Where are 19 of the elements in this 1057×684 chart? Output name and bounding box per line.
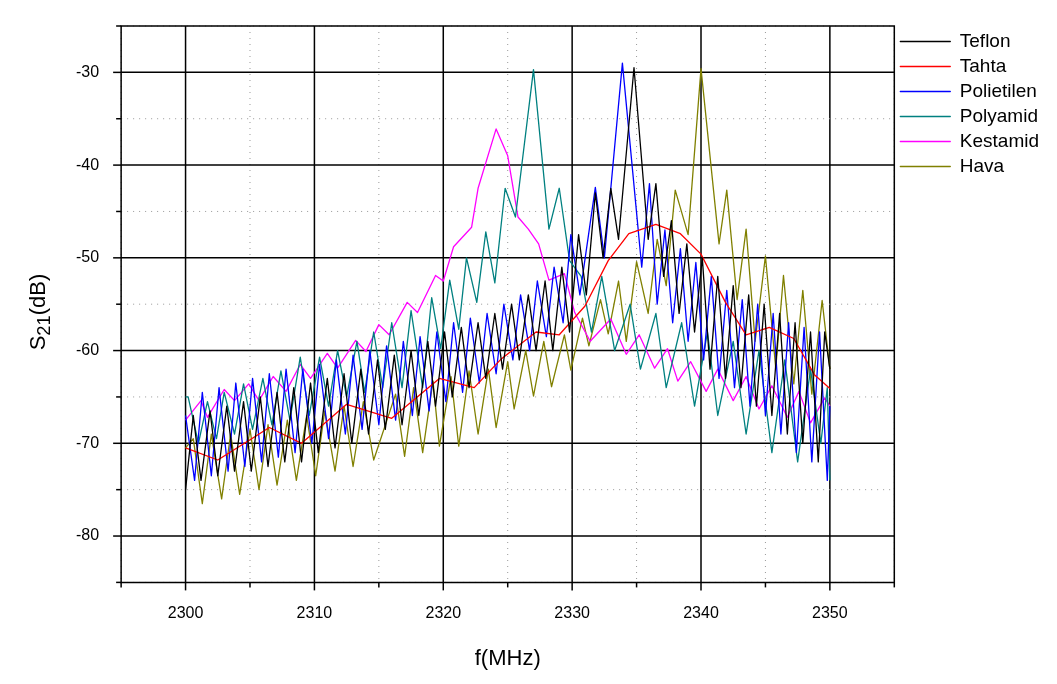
x-tick-label: 2310 <box>296 604 333 622</box>
y-tick-label: -40 <box>76 155 100 173</box>
y-tick-label: -50 <box>76 248 100 266</box>
x-tick-label: 2300 <box>167 604 204 622</box>
legend-label: Hava <box>959 154 1005 176</box>
y-tick-label: -30 <box>76 62 100 80</box>
legend-label: Polyamid <box>959 104 1038 126</box>
x-tick-label: 2330 <box>554 604 591 622</box>
x-tick-label: 2350 <box>812 604 848 622</box>
legend-label: Teflon <box>959 29 1011 51</box>
y-tick-label: -60 <box>76 340 100 358</box>
x-tick-label: 2320 <box>425 604 462 622</box>
legend-label: Tahta <box>959 54 1007 76</box>
y-tick-label: -70 <box>76 433 100 451</box>
legend-label: Polietilen <box>959 79 1037 101</box>
x-tick-label: 2340 <box>683 604 719 622</box>
x-axis-title: f(MHz) <box>474 644 541 670</box>
y-tick-label: -80 <box>76 526 100 544</box>
legend-label: Kestamid <box>959 129 1039 151</box>
